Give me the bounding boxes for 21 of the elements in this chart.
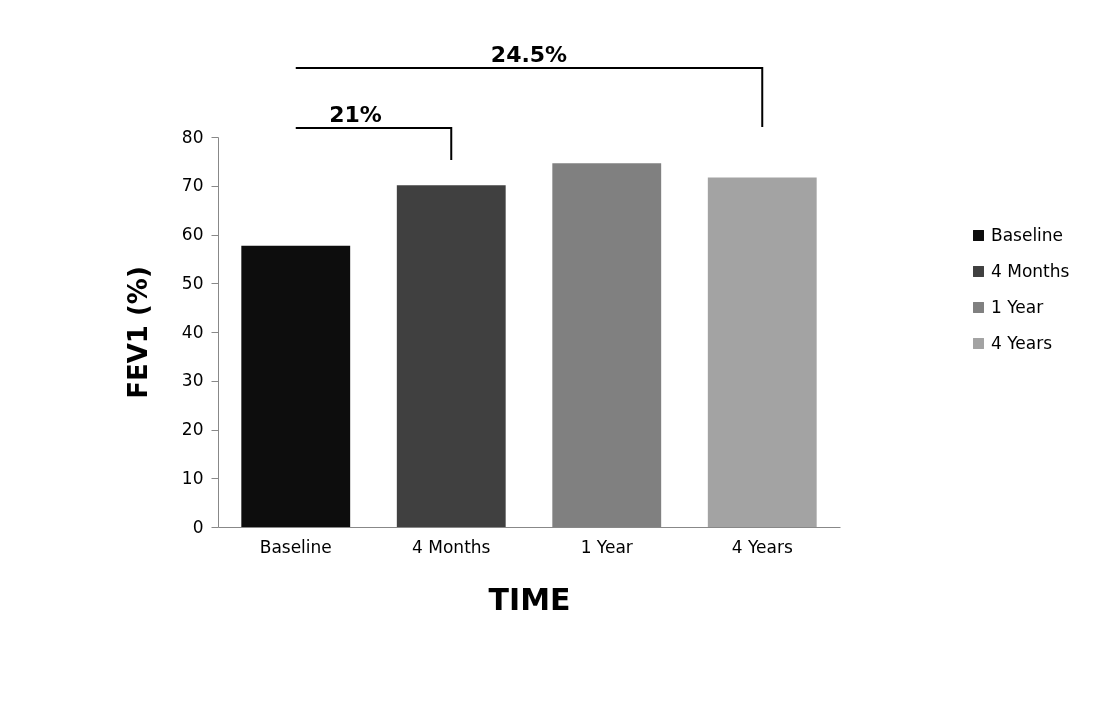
x-tick-label: Baseline — [259, 536, 332, 557]
y-tick-label: 0 — [192, 516, 204, 537]
y-tick-label: 20 — [181, 419, 204, 439]
y-tick-label: 50 — [181, 272, 204, 293]
x-tick-label: 4 Months — [412, 536, 491, 557]
legend-label: Baseline — [991, 224, 1064, 245]
y-tick-label: 30 — [181, 370, 204, 391]
y-tick-label: 60 — [181, 224, 204, 244]
x-tick-label: 4 Years — [731, 536, 793, 557]
y-tick-label: 10 — [181, 467, 204, 488]
text: 24.5% — [490, 42, 568, 67]
y-tick-label: 80 — [181, 126, 204, 147]
legend-label: 1 Year — [991, 296, 1044, 317]
legend-label: 4 Years — [991, 332, 1053, 353]
legend-label: 4 Months — [991, 260, 1070, 281]
text: 21% — [329, 102, 382, 127]
x-tick-label: 1 Year — [580, 536, 633, 557]
y-axis-title: FEV1 (%) — [122, 266, 153, 399]
y-tick-label: 40 — [181, 321, 204, 342]
x-axis-title: TIME — [488, 581, 571, 617]
y-tick-label: 70 — [181, 175, 204, 196]
